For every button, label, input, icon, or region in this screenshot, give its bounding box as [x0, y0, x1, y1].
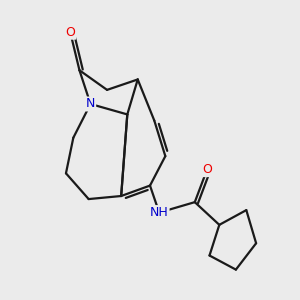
Text: N: N: [86, 98, 95, 110]
Text: O: O: [202, 163, 212, 176]
Text: NH: NH: [150, 206, 169, 219]
Text: O: O: [65, 26, 75, 39]
